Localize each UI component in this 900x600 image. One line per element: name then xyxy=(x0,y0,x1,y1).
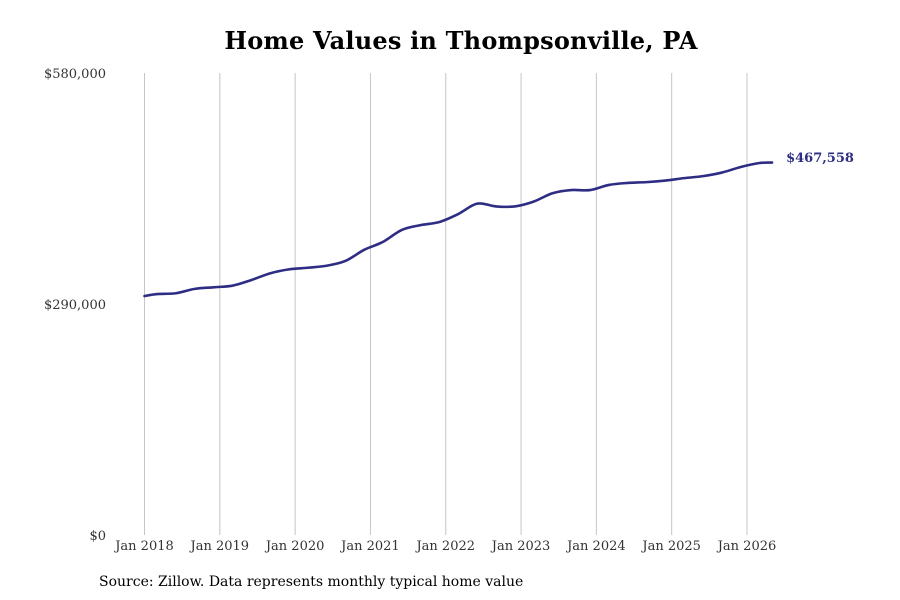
series-line xyxy=(143,161,774,298)
y-tick-label: $0 xyxy=(89,529,106,544)
y-axis: $0 $290,000 $580,000 xyxy=(44,67,106,544)
series-layer xyxy=(143,161,774,298)
end-value-label: $467,558 xyxy=(786,151,854,166)
x-tick-label: Jan 2023 xyxy=(490,539,551,554)
x-tick-label: Jan 2022 xyxy=(414,539,475,554)
x-tick-label: Jan 2021 xyxy=(339,539,400,554)
y-tick-label: $290,000 xyxy=(44,298,106,313)
gridlines xyxy=(144,73,748,535)
y-tick-label: $580,000 xyxy=(44,67,106,82)
x-axis: Jan 2018 Jan 2019 Jan 2020 Jan 2021 Jan 2022… xyxy=(113,539,776,554)
x-tick-label: Jan 2018 xyxy=(113,539,174,554)
data-labels: $467,558 xyxy=(786,151,854,166)
x-tick-label: Jan 2020 xyxy=(264,539,325,554)
x-tick-label: Jan 2025 xyxy=(640,539,701,554)
source-note: Source: Zillow. Data represents monthly … xyxy=(99,574,524,590)
x-tick-label: Jan 2026 xyxy=(716,539,777,554)
x-tick-label: Jan 2024 xyxy=(565,539,626,554)
chart-title: Home Values in Thompsonville, PA xyxy=(224,26,698,55)
x-tick-label: Jan 2019 xyxy=(189,539,250,554)
